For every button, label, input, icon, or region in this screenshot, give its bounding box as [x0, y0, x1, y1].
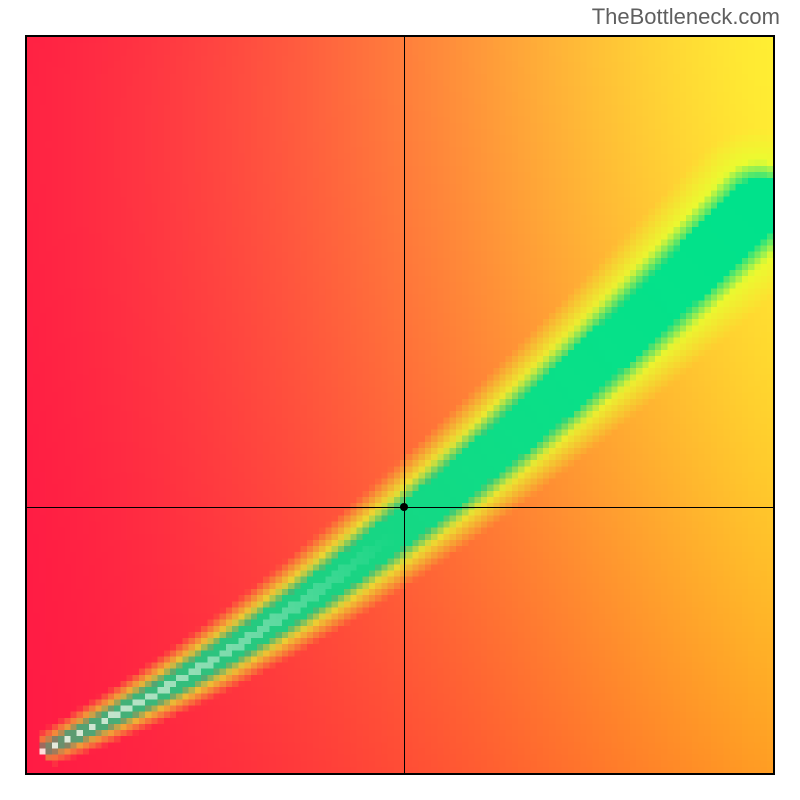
watermark-text: TheBottleneck.com: [592, 4, 780, 30]
heatmap-canvas: [27, 37, 773, 773]
chart-frame: [25, 35, 775, 775]
page-container: TheBottleneck.com: [0, 0, 800, 800]
